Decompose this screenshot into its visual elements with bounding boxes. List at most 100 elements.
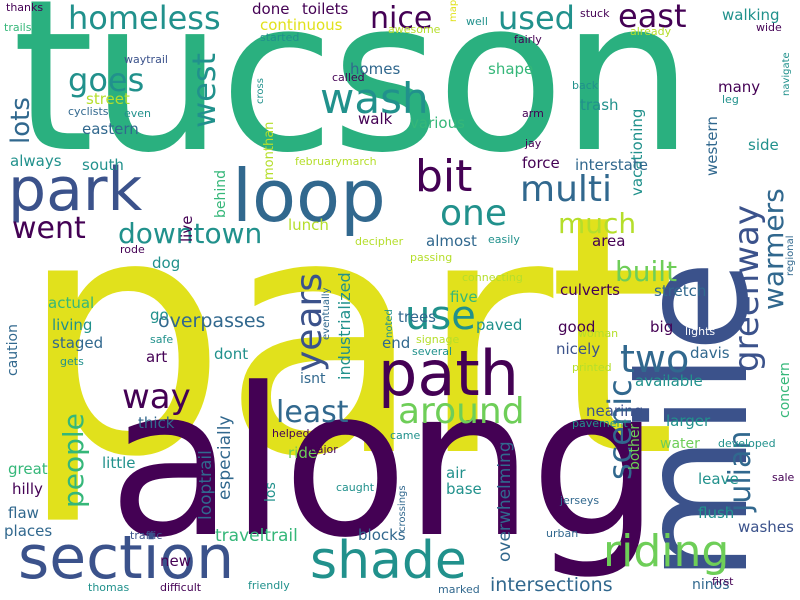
word-isnt: isnt bbox=[300, 371, 326, 387]
word-go: go bbox=[150, 306, 169, 324]
word-many: many bbox=[718, 78, 761, 96]
word-signage: signage bbox=[416, 333, 460, 346]
word-noted: noted bbox=[384, 309, 395, 338]
word-flush: flush bbox=[698, 504, 735, 522]
word-jay: jay bbox=[525, 137, 542, 150]
word-regional: regional bbox=[785, 235, 796, 276]
word-warmers: warmers bbox=[757, 188, 790, 310]
word-shade: shade bbox=[310, 531, 467, 591]
word-ninos: ninos bbox=[692, 577, 730, 593]
word-various: various bbox=[410, 114, 465, 132]
word-much: much bbox=[558, 207, 637, 240]
word-vacationing: vacationing bbox=[628, 108, 646, 196]
word-walking: walking bbox=[722, 6, 780, 24]
word-park: park bbox=[8, 155, 143, 225]
word-started: started bbox=[260, 31, 300, 44]
word-two: two bbox=[620, 337, 690, 381]
word-almost: almost bbox=[426, 232, 477, 250]
word-west: west bbox=[185, 52, 223, 128]
word-blocks: blocks bbox=[358, 526, 406, 544]
word-staged: staged bbox=[52, 334, 104, 352]
word-rode: rode bbox=[120, 243, 145, 256]
word-cross: cross bbox=[255, 78, 266, 104]
word-washes: washes bbox=[738, 518, 794, 536]
word-little: little bbox=[102, 454, 136, 472]
word-gets: gets bbox=[60, 355, 84, 368]
word-traffic: traffic bbox=[130, 529, 163, 542]
word-connecting: connecting bbox=[462, 271, 523, 284]
word-thanks: thanks bbox=[6, 1, 44, 14]
word-nearing: nearing bbox=[586, 402, 644, 420]
word-arm: arm bbox=[522, 107, 544, 120]
word-nice: nice bbox=[370, 1, 433, 36]
word-always: always bbox=[10, 152, 62, 170]
word-developed: developed bbox=[718, 437, 776, 450]
word-februarymarch: februarymarch bbox=[295, 155, 377, 168]
word-force: force bbox=[522, 154, 560, 172]
word-available: available bbox=[635, 372, 703, 390]
word-loop: loop bbox=[232, 154, 386, 238]
word-around: around bbox=[398, 391, 525, 432]
word-stretch: stretch bbox=[654, 282, 707, 300]
word-already: already bbox=[630, 25, 672, 38]
word-passing: passing bbox=[410, 251, 453, 264]
word-awesome: awesome bbox=[388, 23, 441, 36]
word-done: done bbox=[252, 0, 290, 18]
word-caution: caution bbox=[5, 324, 21, 376]
word-living: living bbox=[52, 316, 93, 334]
word-easily: easily bbox=[488, 233, 520, 246]
word-jerseys: jerseys bbox=[560, 494, 600, 507]
word-use: use bbox=[405, 293, 476, 339]
word-monthan: monthan bbox=[262, 121, 277, 180]
word-area: area bbox=[592, 232, 626, 250]
word-friendly: friendly bbox=[248, 579, 290, 592]
word-nicely: nicely bbox=[556, 340, 601, 358]
word-section: section bbox=[18, 523, 235, 593]
word-traveltrail: traveltrail bbox=[215, 526, 298, 546]
word-five: five bbox=[450, 288, 478, 306]
word-street: street bbox=[86, 90, 130, 108]
word-eastern: eastern bbox=[82, 120, 139, 138]
word-came: came bbox=[390, 429, 421, 442]
word-navigate: navigate bbox=[781, 52, 792, 96]
word-major: major bbox=[306, 443, 338, 456]
word-called: called bbox=[332, 71, 365, 84]
word-goes: goes bbox=[68, 61, 145, 99]
word-larger: larger bbox=[666, 412, 711, 430]
word-helped: helped bbox=[272, 427, 310, 440]
word-homeless: homeless bbox=[68, 0, 221, 37]
word-places: places bbox=[4, 522, 53, 540]
word-downtown: downtown bbox=[118, 217, 263, 250]
word-along: along bbox=[108, 345, 660, 583]
word-new: new bbox=[160, 552, 192, 570]
word-marked: marked bbox=[438, 583, 480, 596]
word-even: even bbox=[124, 107, 152, 120]
word-continuous: continuous bbox=[260, 16, 343, 34]
word-stuck: stuck bbox=[580, 7, 610, 20]
word-decipher: decipher bbox=[355, 235, 404, 248]
word-interstate: interstate bbox=[575, 156, 648, 174]
word-big: big bbox=[650, 318, 674, 336]
word-east: east bbox=[618, 0, 687, 35]
word-way: way bbox=[122, 377, 191, 417]
word-pavement: pavement bbox=[572, 417, 628, 430]
word-dont: dont bbox=[214, 345, 249, 363]
word-end: end bbox=[382, 334, 411, 352]
word-ride: ride bbox=[288, 444, 318, 462]
word-difficult: difficult bbox=[160, 581, 202, 594]
word-woman: woman bbox=[578, 327, 619, 340]
word-tucson: tucson bbox=[12, 0, 694, 199]
word-trees: trees bbox=[398, 308, 436, 326]
word-map: map bbox=[448, 0, 459, 22]
word-actual: actual bbox=[48, 294, 95, 312]
word-wide: wide bbox=[756, 21, 782, 34]
word-toilets: toilets bbox=[302, 0, 349, 18]
word-lights: lights bbox=[685, 325, 716, 338]
word-cyclists: cyclists bbox=[68, 105, 109, 118]
word-sale: sale bbox=[772, 471, 795, 484]
word-base: base bbox=[446, 480, 482, 498]
word-printed: printed bbox=[572, 361, 612, 374]
word-fairly: fairly bbox=[514, 33, 542, 46]
word-leg: leg bbox=[722, 93, 739, 106]
